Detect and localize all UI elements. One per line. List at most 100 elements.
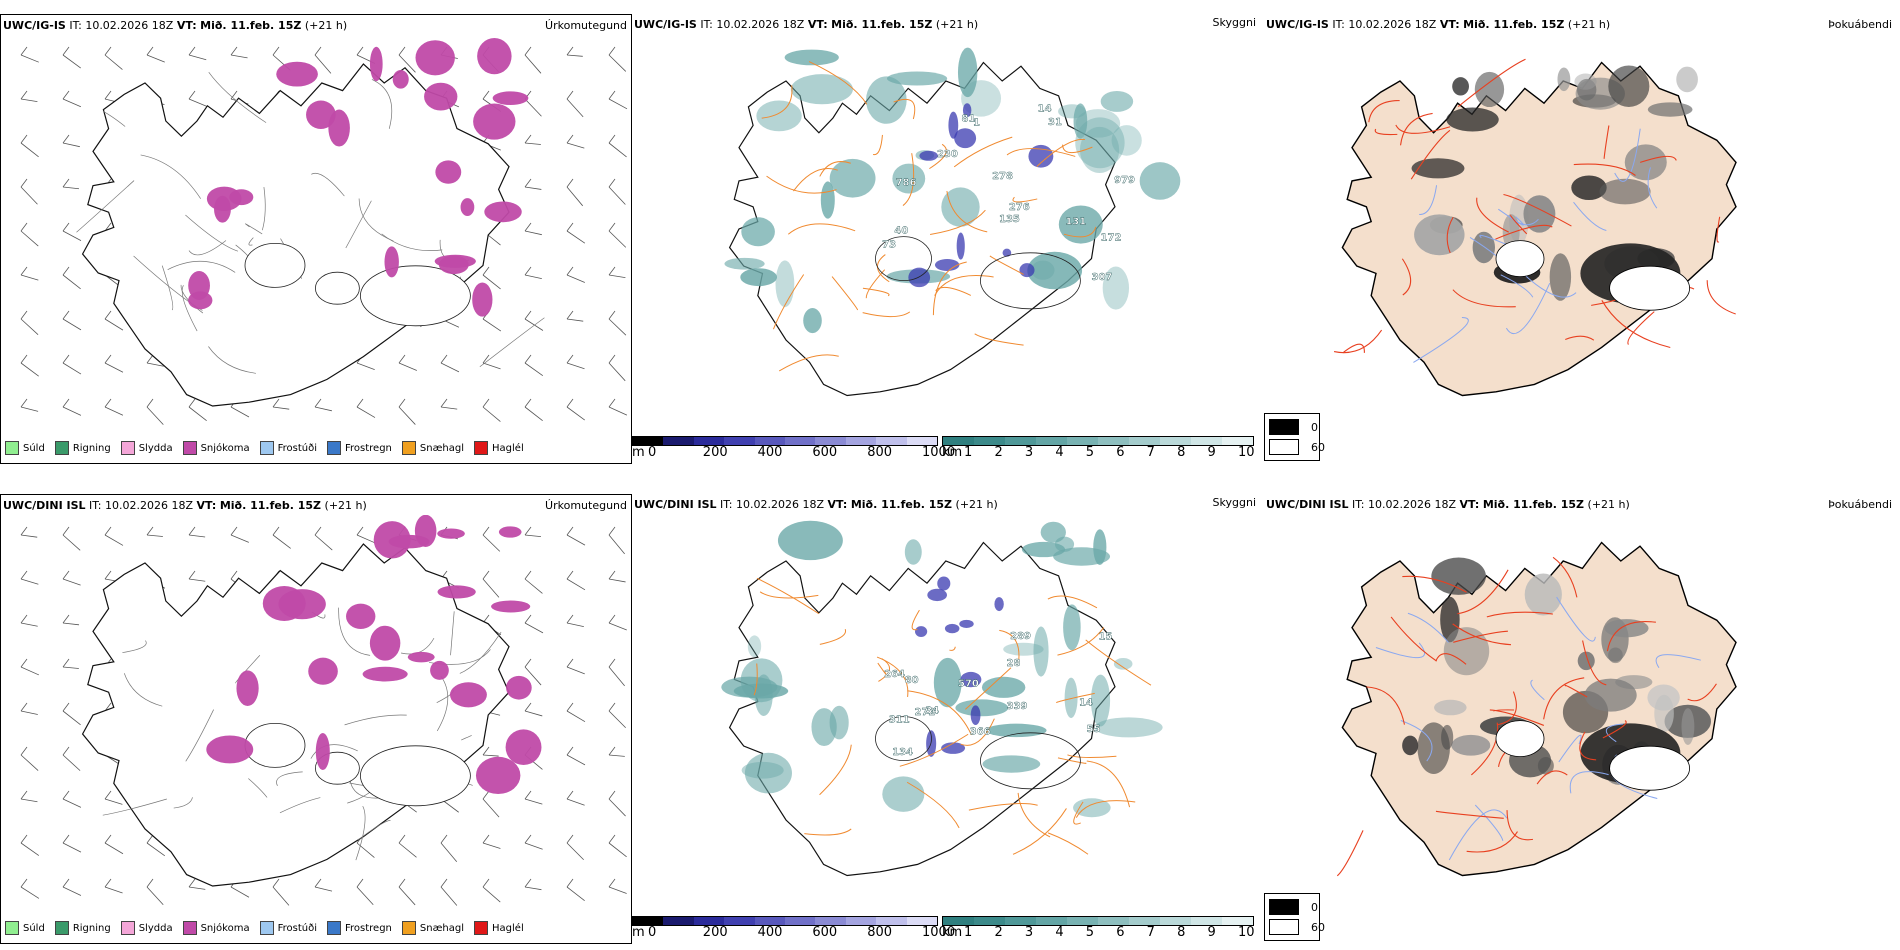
wind-barb bbox=[20, 614, 38, 627]
colorbar-tick-label: 8 bbox=[1177, 925, 1186, 940]
legend-swatch bbox=[54, 441, 69, 455]
wind-barb bbox=[62, 90, 82, 108]
wind-barb bbox=[482, 266, 501, 290]
legend-label: Snjókoma bbox=[200, 442, 250, 454]
panel-bottom-middle: UWC/DINI ISL IT: 10.02.2026 18Z VT: Mið.… bbox=[632, 494, 1264, 944]
legend-label: Snæhagl bbox=[419, 922, 465, 934]
wind-barb bbox=[104, 310, 124, 331]
panel-header: UWC/IG-IS IT: 10.02.2026 18Z VT: Mið. 11… bbox=[1266, 18, 1610, 31]
wind-barb bbox=[566, 658, 585, 675]
panel-top-right: UWC/IG-IS IT: 10.02.2026 18Z VT: Mið. 11… bbox=[1264, 14, 1900, 464]
lead-time: (+21 h) bbox=[324, 499, 367, 512]
wind-barb bbox=[20, 222, 39, 247]
colorbar-tick-label: 1000 bbox=[922, 925, 956, 940]
wind-barb bbox=[524, 46, 542, 74]
legend-swatch bbox=[182, 441, 197, 455]
wind-barb bbox=[608, 702, 626, 729]
panel-bottom-right: UWC/DINI ISL IT: 10.02.2026 18Z VT: Mið.… bbox=[1264, 494, 1900, 944]
legend-label: 0 bbox=[1311, 420, 1318, 434]
colorbar-strip bbox=[942, 916, 1254, 926]
wind-barb bbox=[482, 790, 500, 818]
field-name: Þokuábendi bbox=[1828, 498, 1892, 511]
model-name: UWC/DINI ISL bbox=[634, 498, 717, 511]
wind-barb bbox=[524, 658, 542, 686]
wind-barb bbox=[566, 222, 586, 244]
wind-barb bbox=[482, 354, 501, 370]
colorbar-tick-label: 200 bbox=[702, 445, 728, 460]
wind-barb bbox=[62, 834, 82, 853]
wind-barb bbox=[104, 834, 124, 855]
glacier-outline bbox=[244, 242, 306, 288]
wind-barb bbox=[482, 526, 501, 552]
panel-top-middle: UWC/IG-IS IT: 10.02.2026 18Z VT: Mið. 11… bbox=[632, 14, 1264, 464]
glacier bbox=[1609, 745, 1691, 791]
fog-legend: 0 60 bbox=[1264, 413, 1325, 461]
legend-label: Frostregn bbox=[345, 442, 392, 454]
colorbar-unit: m bbox=[632, 445, 645, 460]
wind-barb bbox=[524, 354, 544, 376]
issue-time: IT: 10.02.2026 18Z bbox=[69, 19, 174, 32]
legend-item-snjókoma: Snjókoma bbox=[182, 441, 250, 455]
roads bbox=[761, 61, 1097, 372]
visibility-value-label: 73 bbox=[882, 239, 896, 250]
map-fog-index bbox=[1333, 58, 1737, 397]
fog-legend-row: 60 bbox=[1269, 439, 1325, 455]
colorbar-tick-label: 9 bbox=[1207, 925, 1216, 940]
visibility-value-label: 570 bbox=[958, 679, 979, 690]
glacier-outline bbox=[359, 265, 471, 327]
visibility-value-label: 14 bbox=[1079, 698, 1093, 709]
wind-barb bbox=[524, 222, 542, 236]
field-name: Úrkomutegund bbox=[545, 499, 627, 512]
colorbar-tick-label: 1000 bbox=[922, 445, 956, 460]
field-name: Úrkomutegund bbox=[545, 19, 627, 32]
wind-barb bbox=[482, 834, 501, 849]
valid-time: Mið. 11.feb. 15Z bbox=[200, 19, 302, 32]
rivers bbox=[1413, 128, 1658, 363]
wind-barb bbox=[524, 834, 543, 850]
wind-barb bbox=[398, 878, 416, 906]
wind-barb bbox=[20, 526, 38, 538]
wind-barb bbox=[20, 878, 40, 899]
legend-swatch bbox=[327, 441, 341, 455]
wind-barb bbox=[608, 178, 626, 205]
colorbar-tick-label: 5 bbox=[1085, 445, 1095, 460]
valid-time: Mið. 11.feb. 15Z bbox=[850, 498, 953, 511]
legend-item-frostúði: Frostúði bbox=[259, 921, 317, 935]
colorbar-tick-label: 200 bbox=[702, 925, 728, 940]
map-precip-type bbox=[20, 38, 628, 425]
wind-barb bbox=[566, 834, 584, 861]
wind-barb bbox=[20, 834, 40, 856]
issue-time: IT: 10.02.2026 18Z bbox=[700, 18, 805, 31]
colorbar-tick-label: 4 bbox=[1055, 445, 1064, 460]
wind-barb bbox=[524, 790, 543, 805]
visibility-value-label: 230 bbox=[937, 149, 958, 160]
wind-barb bbox=[440, 398, 458, 410]
glacier-outline bbox=[359, 745, 471, 807]
snowfall-areas bbox=[188, 38, 529, 317]
wind-barb bbox=[20, 310, 39, 335]
colorbar-tick-label: 2 bbox=[994, 925, 1003, 940]
wind-barb bbox=[62, 614, 80, 626]
legend-swatch bbox=[1269, 439, 1299, 455]
panel-header: UWC/DINI ISL IT: 10.02.2026 18Z VT: Mið.… bbox=[634, 498, 998, 511]
legend-item-rigning: Rigning bbox=[54, 921, 111, 935]
precip-legend: Súld Rigning Slydda Snjókoma Frostúði Frostre… bbox=[5, 921, 524, 935]
valid-label: VT: bbox=[827, 498, 848, 511]
coastline bbox=[728, 541, 1116, 877]
legend-label: Rigning bbox=[72, 442, 111, 454]
wind-barb bbox=[482, 570, 500, 598]
wind-barb bbox=[524, 702, 543, 717]
wind-barb bbox=[272, 878, 290, 906]
wind-barb bbox=[608, 46, 627, 72]
visibility-value-label: 28 bbox=[1007, 658, 1021, 669]
wind-barb bbox=[566, 526, 586, 546]
legend-item-haglél: Haglél bbox=[474, 921, 524, 935]
issue-time: IT: 10.02.2026 18Z bbox=[1352, 498, 1457, 511]
wind-barb bbox=[524, 178, 542, 190]
height-colorbar: m 0 200 400 600 800 1000 bbox=[632, 436, 955, 466]
wind-barb bbox=[524, 878, 542, 891]
wind-barb bbox=[62, 354, 82, 375]
panel-header: UWC/IG-IS IT: 10.02.2026 18Z VT: Mið. 11… bbox=[3, 19, 347, 32]
